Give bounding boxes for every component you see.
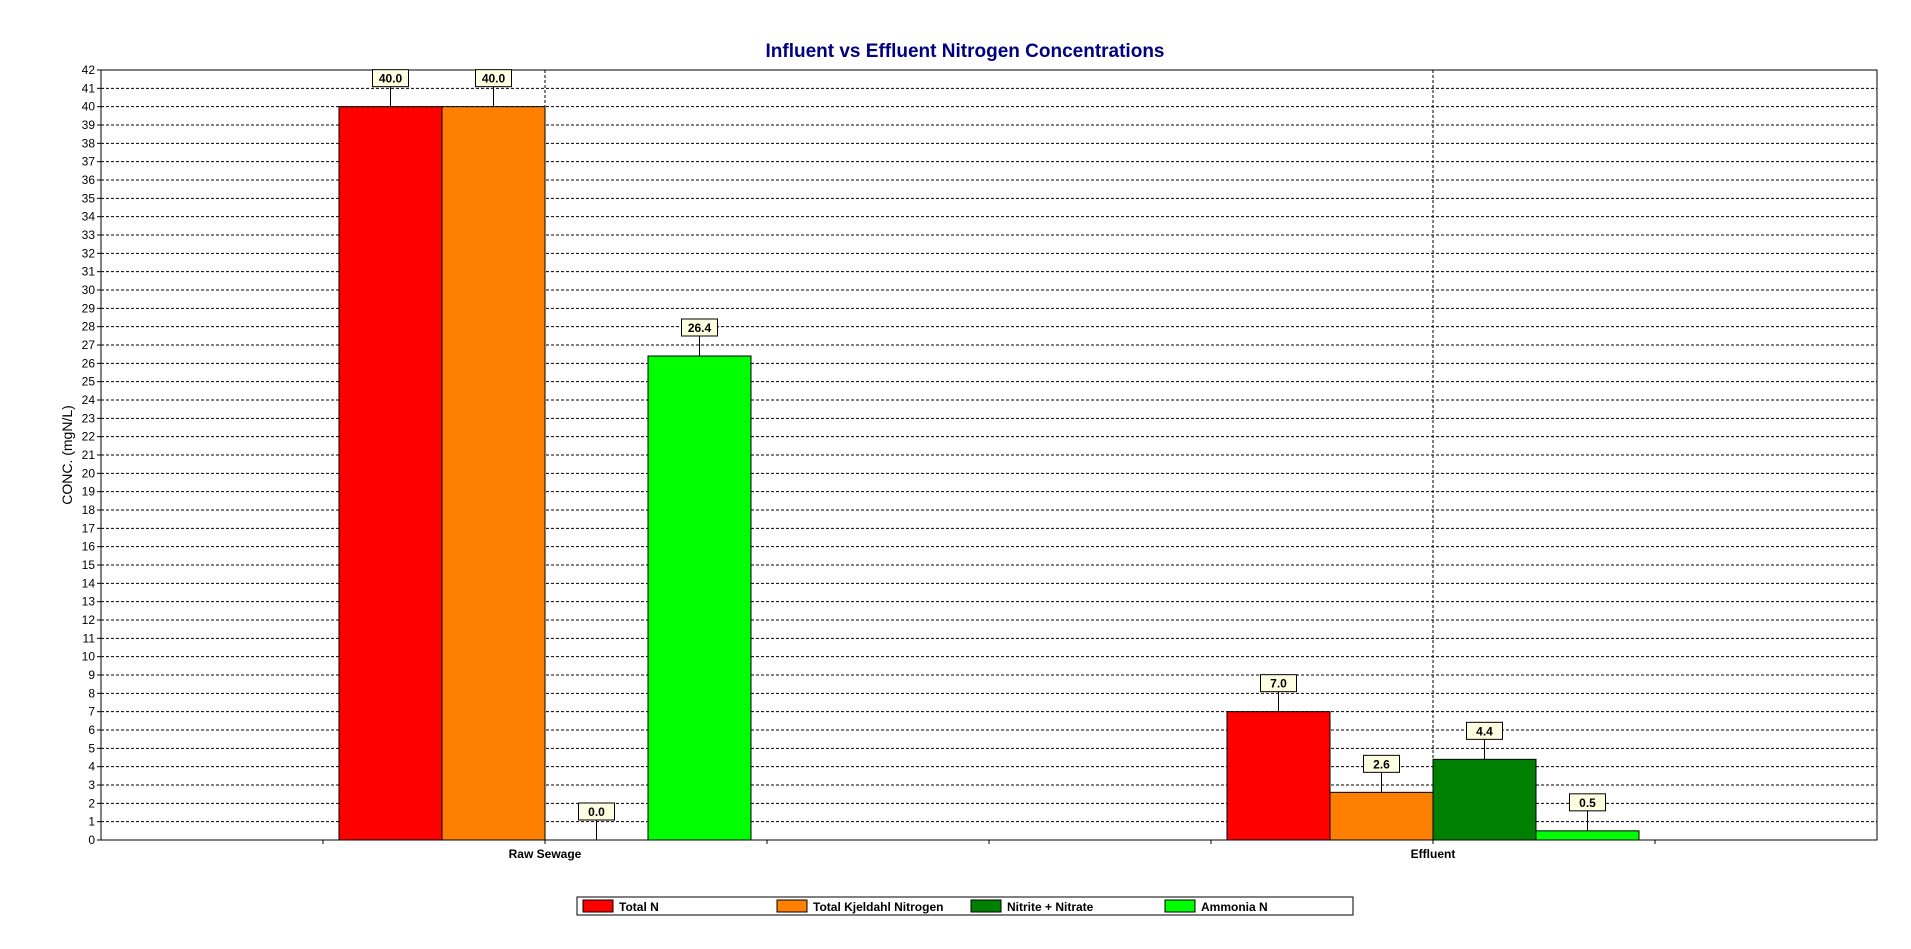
x-category-label: Effluent — [1411, 847, 1456, 861]
y-tick-label: 23 — [82, 411, 96, 425]
y-tick-label: 13 — [82, 595, 96, 609]
data-label-box — [681, 318, 718, 337]
data-label-box — [475, 69, 512, 88]
x-axis-categories: Raw Sewage Effluent — [322, 840, 1656, 861]
data-label-box — [1363, 754, 1400, 773]
y-tick-label: 37 — [82, 155, 96, 169]
y-tick-label: 22 — [82, 430, 96, 444]
y-tick-label: 7 — [88, 705, 95, 719]
y-tick-label: 21 — [82, 448, 96, 462]
y-tick-label: 19 — [82, 485, 96, 499]
bar — [1329, 791, 1434, 841]
y-tick-label: 32 — [82, 246, 96, 260]
y-tick-label: 35 — [82, 191, 96, 205]
y-axis-ticks: 0123456789101112131415161718192021222324… — [82, 63, 101, 847]
bar — [441, 106, 546, 841]
bar — [338, 106, 443, 841]
y-tick-label: 9 — [88, 668, 95, 682]
y-tick-label: 39 — [82, 118, 96, 132]
y-tick-label: 40 — [82, 100, 96, 114]
y-tick-label: 10 — [82, 650, 96, 664]
legend-label: Total Kjeldahl Nitrogen — [813, 900, 943, 914]
legend-label: Total N — [619, 900, 659, 914]
y-tick-label: 0 — [88, 833, 95, 847]
y-tick-label: 42 — [82, 63, 96, 77]
y-tick-label: 11 — [83, 631, 96, 645]
y-tick-label: 3 — [88, 778, 95, 792]
y-tick-label: 1 — [88, 815, 95, 829]
data-label-box — [1466, 721, 1503, 740]
data-labels: 40.0 40.0 0.0 26.4 7.0 2.6 4.4 0.5 — [372, 69, 1606, 840]
y-tick-label: 4 — [88, 760, 95, 774]
y-tick-label: 24 — [82, 393, 96, 407]
y-tick-label: 28 — [82, 320, 96, 334]
data-label-box — [1569, 793, 1606, 812]
bar — [1432, 758, 1537, 841]
y-tick-label: 41 — [82, 81, 96, 95]
y-tick-label: 14 — [82, 576, 96, 590]
data-label: 0.0 — [588, 805, 605, 819]
legend-swatch — [776, 899, 808, 913]
chart-title: Influent vs Effluent Nitrogen Concentrat… — [765, 41, 1164, 62]
bar — [647, 355, 752, 841]
y-tick-label: 16 — [82, 540, 96, 554]
y-tick-label: 20 — [82, 466, 96, 480]
y-tick-label: 8 — [88, 686, 95, 700]
y-tick-label: 25 — [82, 375, 96, 389]
y-tick-label: 31 — [82, 265, 96, 279]
bar — [1226, 711, 1331, 841]
data-label: 2.6 — [1373, 757, 1390, 771]
y-tick-label: 34 — [82, 210, 96, 224]
y-tick-label: 33 — [82, 228, 96, 242]
legend-label: Ammonia N — [1201, 900, 1268, 914]
y-tick-label: 38 — [82, 136, 96, 150]
data-label: 40.0 — [379, 72, 403, 86]
legend-swatch — [582, 899, 614, 913]
data-label: 7.0 — [1270, 677, 1287, 691]
y-tick-label: 36 — [82, 173, 96, 187]
y-tick-label: 18 — [82, 503, 96, 517]
data-label-box — [578, 802, 615, 821]
legend-label: Nitrite + Nitrate — [1007, 900, 1094, 914]
x-category-label: Raw Sewage — [509, 847, 582, 861]
y-tick-label: 27 — [82, 338, 96, 352]
y-tick-label: 17 — [82, 521, 96, 535]
y-tick-label: 29 — [82, 301, 96, 315]
data-label: 4.4 — [1476, 724, 1493, 738]
y-tick-label: 30 — [82, 283, 96, 297]
y-tick-label: 15 — [82, 558, 96, 572]
y-tick-label: 2 — [88, 796, 95, 810]
data-label: 0.5 — [1579, 796, 1596, 810]
data-label: 26.4 — [688, 321, 712, 335]
y-tick-label: 6 — [88, 723, 95, 737]
y-tick-label: 5 — [88, 741, 95, 755]
data-label-box — [372, 69, 409, 88]
bar — [1535, 830, 1640, 841]
y-axis-title: CONC. (mgN/L) — [59, 405, 75, 505]
legend-swatch — [1164, 899, 1196, 913]
y-tick-label: 26 — [82, 356, 96, 370]
data-label-box — [1260, 674, 1297, 693]
legend-swatch — [970, 899, 1002, 913]
data-label: 40.0 — [482, 72, 506, 86]
bars — [338, 106, 1640, 841]
legend: Total N Total Kjeldahl Nitrogen Nitrite + … — [576, 896, 1354, 916]
legend-box — [576, 896, 1354, 916]
y-tick-label: 12 — [82, 613, 96, 627]
